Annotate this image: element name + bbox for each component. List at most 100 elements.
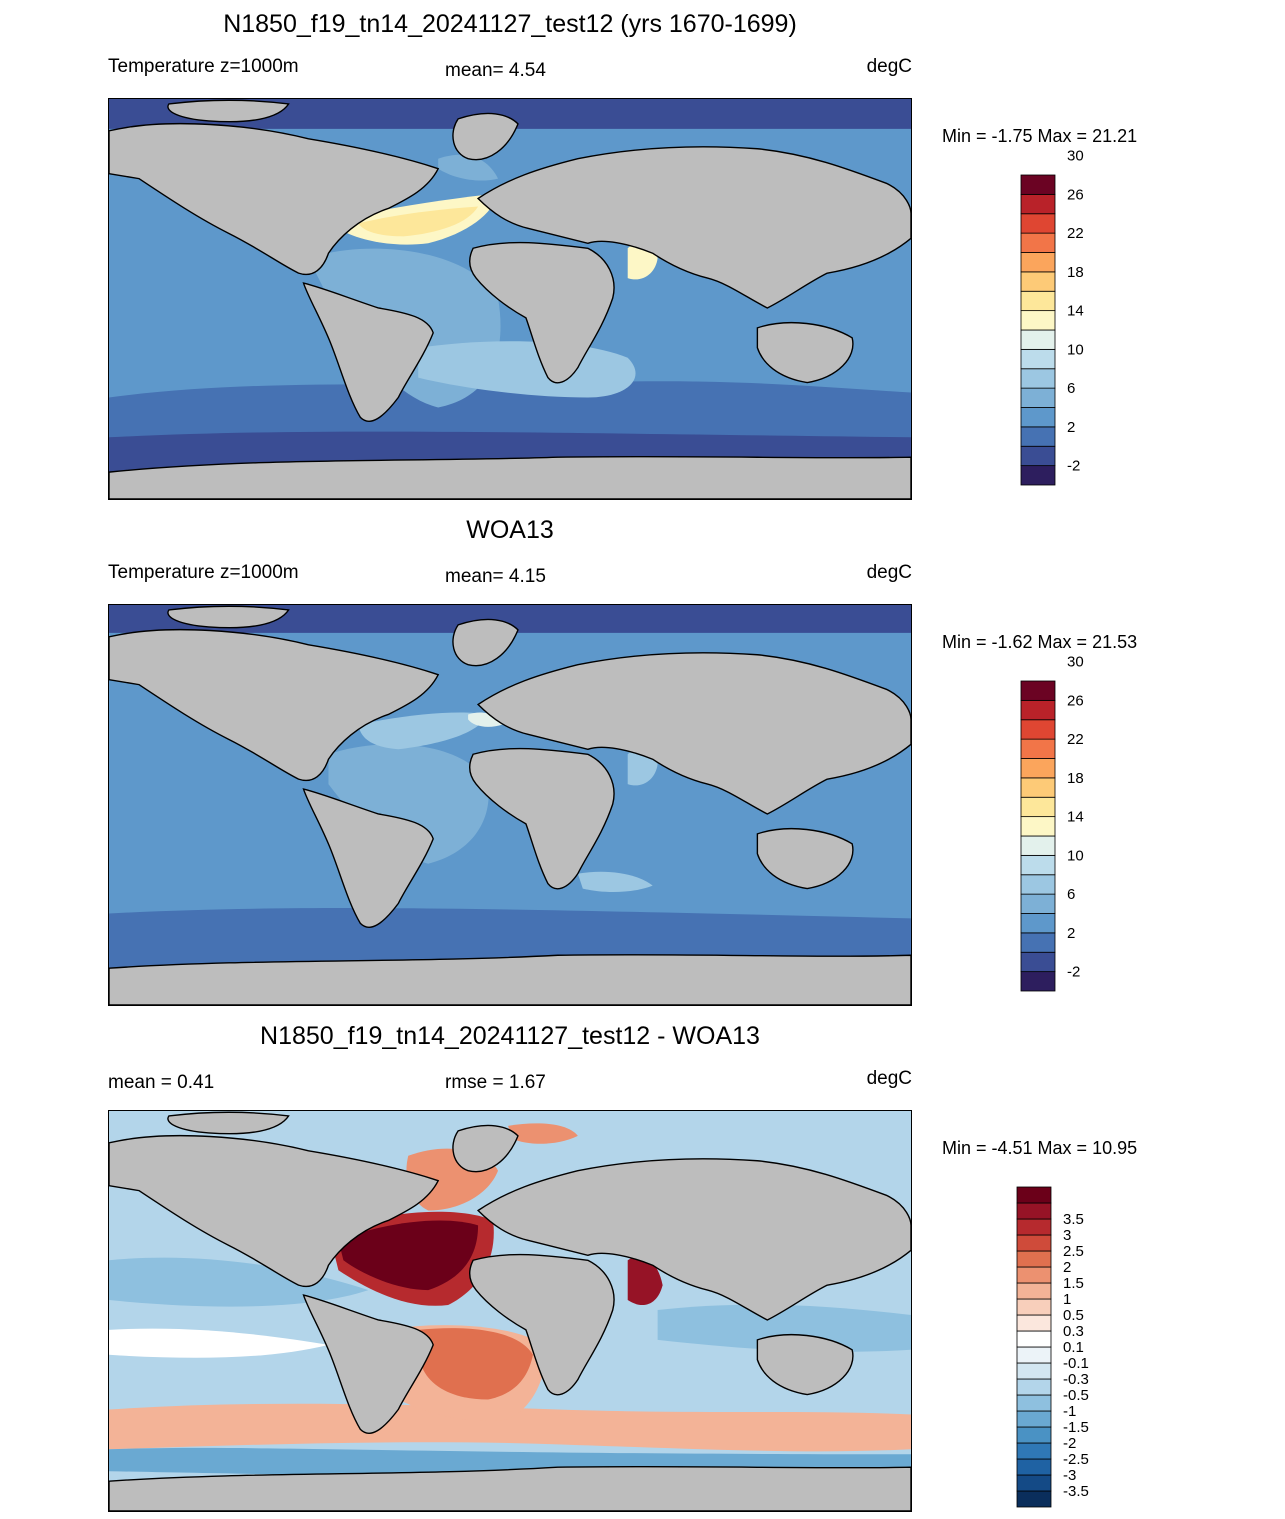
colorbar-segment (1020, 777, 1056, 798)
colorbar-label: 10 (1067, 341, 1084, 358)
colorbar-label: 0.3 (1063, 1323, 1084, 1340)
colorbar-label: 6 (1067, 886, 1075, 903)
variable-label: Temperature z=1000m (108, 56, 299, 77)
panel-title: WOA13 (466, 516, 554, 544)
colorbar-label: 22 (1067, 225, 1084, 242)
colorbar-segment (1020, 465, 1056, 486)
colorbar-segment (1020, 951, 1056, 973)
units-label: degC (866, 56, 912, 77)
colorbar-segment (1016, 1330, 1052, 1348)
colorbar-label: 1 (1063, 1291, 1071, 1308)
colorbar-segment (1016, 1378, 1052, 1396)
colorbar-segment (1020, 310, 1056, 331)
colorbar-label: 18 (1067, 770, 1084, 787)
colorbar-segment (1020, 407, 1056, 428)
colorbar-label: 6 (1067, 380, 1075, 397)
panel-difference: N1850_f19_tn14_20241127_test12 - WOA13 m… (0, 1012, 1285, 1519)
colorbar-segment (1016, 1442, 1052, 1460)
panel-model: N1850_f19_tn14_20241127_test12 (yrs 1670… (0, 0, 1285, 505)
units-label: degC (866, 1068, 912, 1089)
colorbar-label: -3 (1063, 1467, 1076, 1484)
colorbar-segment (1016, 1410, 1052, 1428)
colorbar-label: 14 (1067, 303, 1084, 320)
colorbar-label: 18 (1067, 264, 1084, 281)
colorbar-label: -2 (1067, 458, 1080, 475)
colorbar: -2 2 6 10 14 18 22 26 30 (1020, 654, 1141, 1001)
colorbar-segment (1020, 932, 1056, 953)
colorbar-segment (1016, 1266, 1052, 1284)
colorbar-segment (1016, 1202, 1052, 1220)
colorbar-segment (1020, 348, 1056, 370)
colorbar-segment (1020, 368, 1056, 389)
colorbar-label: -2.5 (1063, 1451, 1089, 1468)
colorbar-segment (1020, 796, 1056, 818)
colorbar-label: -3.5 (1063, 1483, 1089, 1500)
colorbar-label: 30 (1067, 654, 1084, 671)
min-max-label: Min = -1.75 Max = 21.21 (942, 126, 1138, 146)
colorbar-segment (1020, 213, 1056, 234)
mean-label: mean= 4.15 (445, 566, 546, 587)
colorbar-segment (1016, 1474, 1052, 1492)
colorbar-segment (1020, 835, 1056, 856)
colorbar-segment (1016, 1250, 1052, 1268)
colorbar-label: 14 (1067, 809, 1084, 826)
colorbar-segment (1020, 971, 1056, 992)
min-max-label: Min = -4.51 Max = 10.95 (942, 1138, 1138, 1158)
colorbar: -2 2 6 10 14 18 22 26 30 (1020, 148, 1141, 495)
colorbar-label: 2.5 (1063, 1243, 1084, 1260)
colorbar-segment (1016, 1234, 1052, 1252)
units-label: degC (866, 562, 912, 583)
colorbar-segment (1020, 893, 1056, 914)
colorbar-label: -2 (1067, 964, 1080, 981)
colorbar-label: 2 (1067, 925, 1075, 942)
mean-label: mean= 4.54 (445, 60, 546, 81)
colorbar-segment (1020, 426, 1056, 447)
colorbar-segment (1020, 738, 1056, 759)
colorbar-svg: -3.5-3-2.5-2-1.5-1-0.5-0.3-0.10.10.30.51… (1016, 1186, 1089, 1508)
panel-title: N1850_f19_tn14_20241127_test12 (yrs 1670… (223, 10, 797, 38)
colorbar-segment (1016, 1186, 1052, 1204)
colorbar-label: 30 (1067, 148, 1084, 165)
colorbar-label: -2 (1063, 1435, 1076, 1452)
colorbar-label: 0.1 (1063, 1339, 1084, 1356)
colorbar-label: -1 (1063, 1403, 1076, 1420)
colorbar-label: 1.5 (1063, 1275, 1084, 1292)
temperature-difference-map (108, 1110, 912, 1512)
variable-label: Temperature z=1000m (108, 562, 299, 583)
colorbar-segment (1020, 290, 1056, 312)
colorbar-label: 2 (1063, 1259, 1071, 1276)
mean-label: mean = 0.41 (108, 1072, 215, 1093)
colorbar-label: 2 (1067, 419, 1075, 436)
colorbar-segment (1016, 1282, 1052, 1300)
colorbar-segment (1016, 1314, 1052, 1332)
colorbar-segment (1020, 174, 1056, 195)
colorbar-segment (1020, 680, 1056, 701)
colorbar-segment (1016, 1394, 1052, 1412)
colorbar-label: 3.5 (1063, 1211, 1084, 1228)
colorbar-segment (1020, 193, 1056, 215)
colorbar-label: -0.1 (1063, 1355, 1089, 1372)
min-max-label: Min = -1.62 Max = 21.53 (942, 632, 1138, 652)
colorbar-label: 3 (1063, 1227, 1071, 1244)
colorbar-label: -0.3 (1063, 1371, 1089, 1388)
colorbar-label: 26 (1067, 692, 1084, 709)
colorbar-segment (1016, 1298, 1052, 1316)
colorbar-segment (1020, 445, 1056, 467)
colorbar-segment (1020, 874, 1056, 895)
colorbar-segment (1020, 329, 1056, 350)
colorbar-segment (1020, 913, 1056, 934)
colorbar-segment (1020, 758, 1056, 779)
temperature-map-obs (108, 604, 912, 1006)
colorbar: -3.5 -3 -2.5 -2 -1.5 -1 -0.5 -0.3 -0.1 0.1 0.3 0.5 1… (1016, 1186, 1137, 1517)
panel-title: N1850_f19_tn14_20241127_test12 - WOA13 (260, 1022, 760, 1050)
colorbar-label: -0.5 (1063, 1387, 1089, 1404)
colorbar-segment (1016, 1426, 1052, 1444)
colorbar-label: 26 (1067, 186, 1084, 203)
colorbar-segment (1020, 387, 1056, 408)
colorbar-segment (1016, 1458, 1052, 1476)
colorbar-segment (1016, 1346, 1052, 1364)
colorbar-segment (1020, 252, 1056, 273)
colorbar-segment (1016, 1362, 1052, 1380)
colorbar-segment (1016, 1490, 1052, 1508)
